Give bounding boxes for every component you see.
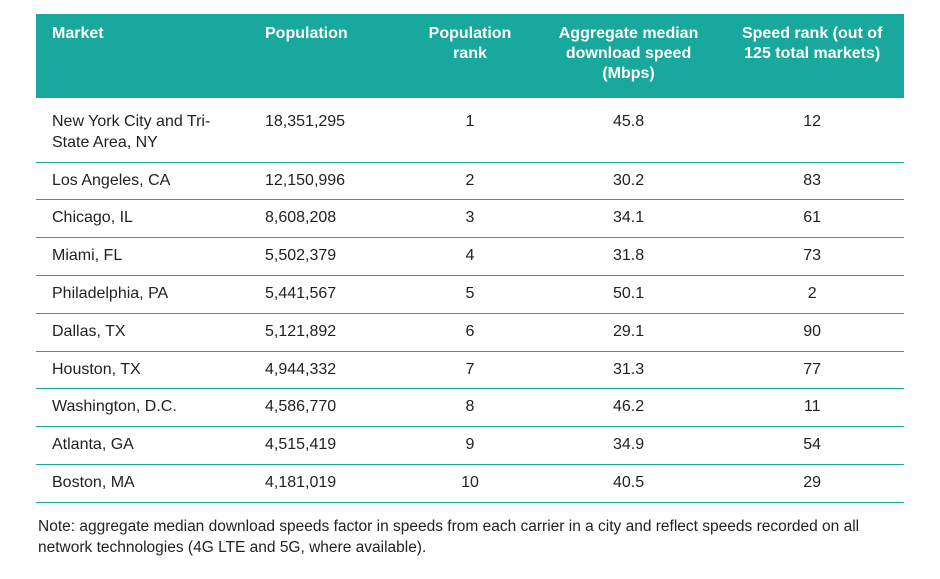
table-cell: 31.8 xyxy=(537,238,721,276)
table-cell: New York City and Tri-State Area, NY xyxy=(36,98,253,162)
table-cell: 8 xyxy=(403,389,537,427)
market-speed-table: Market Population Population rank Aggreg… xyxy=(36,14,904,503)
table-cell: Los Angeles, CA xyxy=(36,162,253,200)
table-cell: 73 xyxy=(720,238,904,276)
table-cell: 4,181,019 xyxy=(253,464,403,502)
table-row: Boston, MA4,181,0191040.529 xyxy=(36,464,904,502)
table-row: New York City and Tri-State Area, NY18,3… xyxy=(36,98,904,162)
table-cell: Dallas, TX xyxy=(36,313,253,351)
table-cell: 3 xyxy=(403,200,537,238)
table-cell: Philadelphia, PA xyxy=(36,275,253,313)
col-population: Population xyxy=(253,14,403,98)
table-cell: 11 xyxy=(720,389,904,427)
table-body: New York City and Tri-State Area, NY18,3… xyxy=(36,98,904,502)
table-row: Chicago, IL8,608,208334.161 xyxy=(36,200,904,238)
table-cell: Chicago, IL xyxy=(36,200,253,238)
table-cell: 90 xyxy=(720,313,904,351)
table-cell: 4,515,419 xyxy=(253,427,403,465)
table-cell: 2 xyxy=(720,275,904,313)
table-cell: 8,608,208 xyxy=(253,200,403,238)
table-row: Dallas, TX5,121,892629.190 xyxy=(36,313,904,351)
table-cell: Houston, TX xyxy=(36,351,253,389)
col-market: Market xyxy=(36,14,253,98)
col-speed-rank: Speed rank (out of 125 total markets) xyxy=(720,14,904,98)
table-cell: 46.2 xyxy=(537,389,721,427)
col-speed: Aggregate median download speed (Mbps) xyxy=(537,14,721,98)
table-cell: 12,150,996 xyxy=(253,162,403,200)
table-cell: 7 xyxy=(403,351,537,389)
table-row: Miami, FL5,502,379431.873 xyxy=(36,238,904,276)
table-row: Houston, TX4,944,332731.377 xyxy=(36,351,904,389)
table-cell: 5,441,567 xyxy=(253,275,403,313)
table-cell: 5,502,379 xyxy=(253,238,403,276)
table-cell: 18,351,295 xyxy=(253,98,403,162)
table-row: Washington, D.C.4,586,770846.211 xyxy=(36,389,904,427)
table-cell: Atlanta, GA xyxy=(36,427,253,465)
col-pop-rank: Population rank xyxy=(403,14,537,98)
table-cell: 77 xyxy=(720,351,904,389)
table-cell: 83 xyxy=(720,162,904,200)
table-cell: 40.5 xyxy=(537,464,721,502)
table-cell: 34.1 xyxy=(537,200,721,238)
table-cell: Boston, MA xyxy=(36,464,253,502)
table-cell: 34.9 xyxy=(537,427,721,465)
table-cell: 29.1 xyxy=(537,313,721,351)
table-cell: 4 xyxy=(403,238,537,276)
table-row: Atlanta, GA4,515,419934.954 xyxy=(36,427,904,465)
table-cell: 5,121,892 xyxy=(253,313,403,351)
table-row: Los Angeles, CA12,150,996230.283 xyxy=(36,162,904,200)
table-cell: 54 xyxy=(720,427,904,465)
table-cell: Miami, FL xyxy=(36,238,253,276)
table-row: Philadelphia, PA5,441,567550.12 xyxy=(36,275,904,313)
table-header-row: Market Population Population rank Aggreg… xyxy=(36,14,904,98)
table-header: Market Population Population rank Aggreg… xyxy=(36,14,904,98)
page-container: Market Population Population rank Aggreg… xyxy=(0,0,940,579)
table-cell: Washington, D.C. xyxy=(36,389,253,427)
table-cell: 5 xyxy=(403,275,537,313)
table-cell: 45.8 xyxy=(537,98,721,162)
table-cell: 4,944,332 xyxy=(253,351,403,389)
table-cell: 50.1 xyxy=(537,275,721,313)
table-cell: 12 xyxy=(720,98,904,162)
table-cell: 30.2 xyxy=(537,162,721,200)
table-cell: 31.3 xyxy=(537,351,721,389)
table-cell: 10 xyxy=(403,464,537,502)
table-cell: 61 xyxy=(720,200,904,238)
table-cell: 1 xyxy=(403,98,537,162)
table-cell: 29 xyxy=(720,464,904,502)
table-cell: 9 xyxy=(403,427,537,465)
table-cell: 6 xyxy=(403,313,537,351)
footnote: Note: aggregate median download speeds f… xyxy=(36,517,904,559)
table-cell: 2 xyxy=(403,162,537,200)
table-cell: 4,586,770 xyxy=(253,389,403,427)
